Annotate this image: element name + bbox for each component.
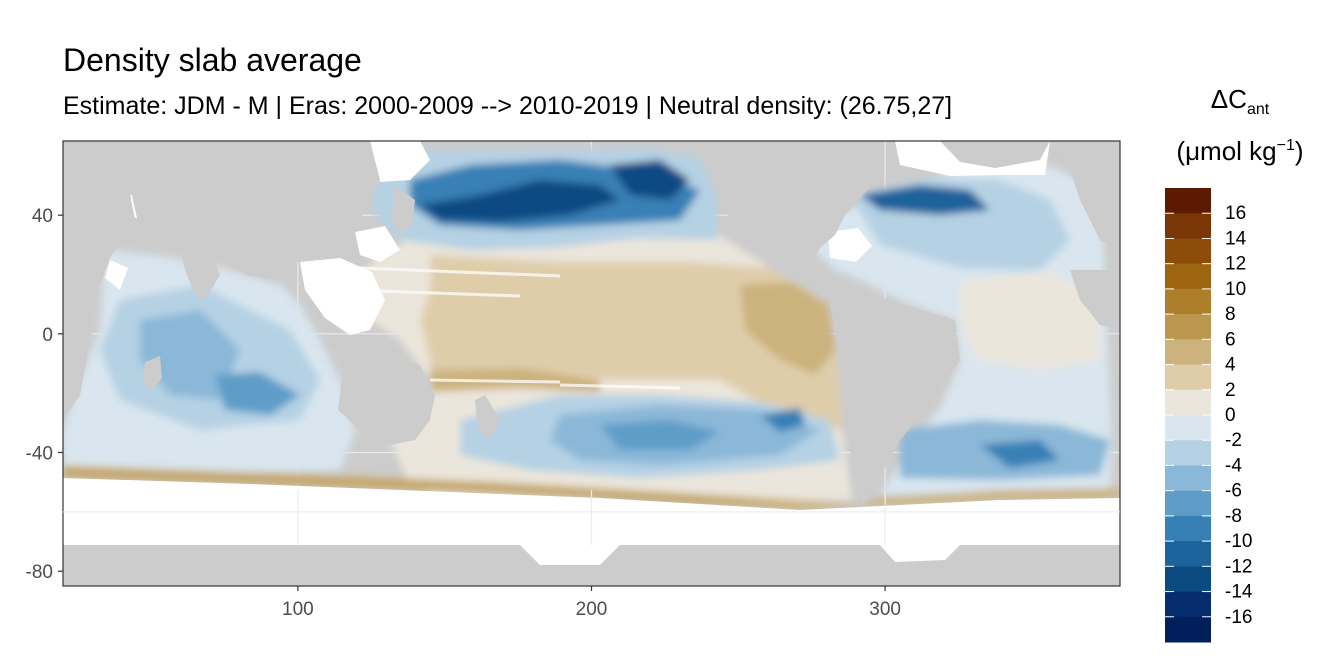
legend-title-symbol: ΔC (1210, 84, 1247, 114)
pacific-north-no-data (370, 141, 430, 182)
legend-swatch (1165, 213, 1211, 239)
north-pacific-core-2 (610, 160, 690, 200)
gulf-no-data (828, 228, 872, 262)
y-tick-label: 40 (32, 206, 53, 227)
legend-swatch (1165, 541, 1211, 567)
color-legend: 16 14 12 10 8 6 4 2 0 -2 -4 -6 -8 -10 -12 -14 -16 (1165, 188, 1253, 643)
map-title: Density slab average (63, 42, 362, 78)
greenland-land (940, 141, 1050, 168)
y-tick-label: -80 (26, 562, 53, 583)
eurasia-land (120, 141, 380, 280)
x-tick-label: 200 (576, 599, 608, 620)
australia-land (338, 358, 435, 445)
legend-swatch (1165, 188, 1211, 214)
weddell-embayment (880, 545, 960, 562)
legend-swatch (1165, 364, 1211, 391)
legend-label: -16 (1225, 607, 1252, 628)
x-tick-label: 100 (282, 599, 314, 620)
legend-label: -10 (1225, 531, 1252, 552)
antarctica-land (63, 545, 1120, 586)
legend-unit-suffix: ) (1294, 136, 1304, 166)
madagascar-land (142, 356, 162, 392)
legend-label: 4 (1225, 355, 1236, 376)
legend-swatch (1165, 440, 1211, 466)
legend-swatch (1165, 389, 1211, 416)
legend-label: 8 (1225, 304, 1236, 325)
new-zealand-land (475, 395, 500, 440)
legend-title-subscript: ant (1246, 101, 1270, 118)
south-pacific-core (600, 420, 720, 450)
atlantic-north-core (860, 185, 990, 215)
legend-label: 10 (1225, 279, 1246, 300)
south-america-land (830, 290, 960, 505)
map-subtitle: Estimate: JDM - M | Eras: 2000-2009 --> … (63, 92, 953, 120)
indonesia-no-data (300, 258, 385, 335)
legend-swatch (1165, 238, 1211, 265)
indian-ocean-strong-core (140, 310, 240, 400)
legend-label: 6 (1225, 329, 1236, 350)
legend-swatch (1165, 515, 1211, 542)
indian-north-no-data (105, 260, 128, 290)
africa-land (63, 141, 135, 390)
eastern-pacific-warm (740, 282, 835, 375)
legend-unit: (μmol kg−1) (1160, 136, 1320, 167)
legend-label: -2 (1225, 430, 1242, 451)
legend-label: 2 (1225, 380, 1236, 401)
legend-label: -4 (1225, 455, 1242, 476)
y-tick-label: -40 (26, 444, 53, 465)
atlantic-warm-tropics (960, 272, 1100, 370)
legend-swatch (1165, 465, 1211, 492)
legend-label: -12 (1225, 556, 1252, 577)
west-pacific-no-data-bits (355, 226, 400, 262)
north-america-land (716, 141, 880, 280)
south-atlantic-core (980, 440, 1060, 468)
south-pacific-core-2 (760, 408, 805, 432)
legend-label: -14 (1225, 582, 1253, 603)
africa-south-land (63, 330, 92, 420)
legend-swatch (1165, 490, 1211, 517)
japan-land (390, 185, 415, 235)
legend-unit-superscript: −1 (1276, 137, 1295, 154)
legend-label: 12 (1225, 254, 1246, 275)
legend-unit-prefix: (μmol kg (1176, 136, 1277, 166)
legend-swatch (1165, 591, 1211, 618)
legend-label: -6 (1225, 481, 1242, 502)
y-tick-label: 0 (42, 325, 53, 346)
grid-overlay (63, 490, 1120, 545)
legend-label: 14 (1225, 228, 1247, 249)
legend-title: ΔCant (1160, 84, 1320, 119)
southern-ocean-positive-band (63, 465, 1120, 510)
north-pacific-core (420, 180, 620, 222)
land-masses (63, 141, 1120, 586)
legend-swatch (1165, 314, 1211, 340)
legend-swatch (1165, 288, 1211, 315)
europe-land (1050, 141, 1120, 250)
legend-swatch (1165, 616, 1211, 643)
legend-swatch (1165, 263, 1211, 290)
antarctic-embayments (520, 545, 960, 565)
ocean-data-field (63, 141, 1120, 510)
x-tick-label: 300 (869, 599, 901, 620)
ross-embayment (520, 545, 620, 565)
legend-label: -8 (1225, 506, 1242, 527)
west-africa-land (1070, 270, 1120, 330)
equatorial-pacific-warm (420, 255, 842, 430)
legend-label: 0 (1225, 405, 1236, 426)
indian-ocean-deep-core (215, 372, 300, 415)
legend-swatch (1165, 566, 1211, 593)
legend-swatch (1165, 415, 1211, 441)
legend-swatch (1165, 339, 1211, 366)
southern-ocean-strong-band (63, 470, 800, 504)
legend-label: 16 (1225, 203, 1246, 224)
india-land (180, 250, 220, 300)
